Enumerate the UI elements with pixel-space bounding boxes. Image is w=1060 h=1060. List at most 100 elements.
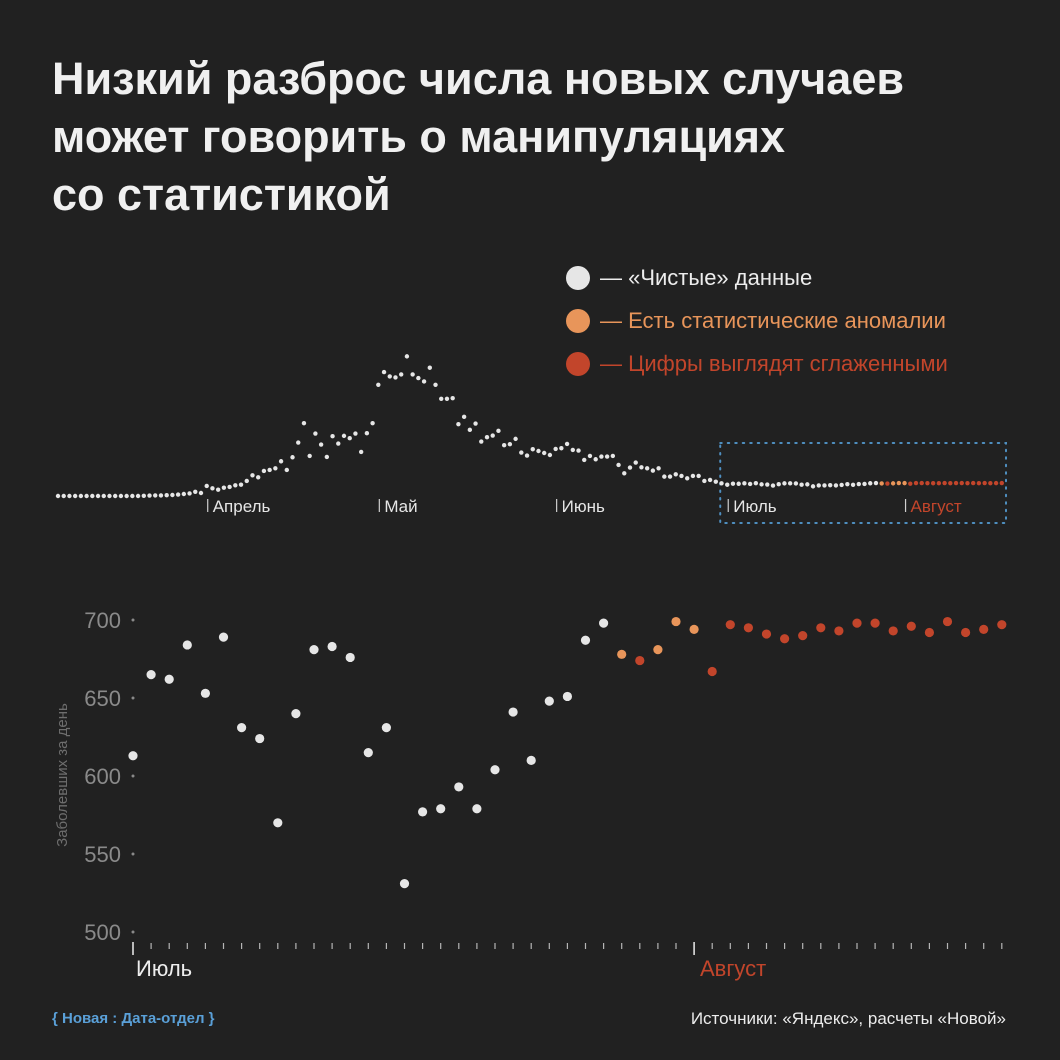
overview-point xyxy=(587,453,593,459)
sources-note: Источники: «Яндекс», расчеты «Новой» xyxy=(690,1009,1006,1028)
overview-point xyxy=(547,452,553,458)
overview-point xyxy=(913,480,919,486)
overview-point xyxy=(330,434,335,439)
x-month-label: Август xyxy=(700,956,766,981)
legend-label: — «Чистые» данные xyxy=(600,264,813,290)
overview-point xyxy=(793,481,799,486)
overview-point xyxy=(490,433,495,438)
title-line: Низкий разброс числа новых случаев xyxy=(52,53,905,104)
overview-point xyxy=(593,457,598,462)
overview-point xyxy=(925,480,930,486)
overview-point xyxy=(416,375,421,381)
overview-point xyxy=(336,441,341,446)
data-point xyxy=(888,626,898,636)
data-point xyxy=(273,818,283,828)
overview-point xyxy=(787,481,793,486)
data-point xyxy=(689,624,699,634)
overview-point xyxy=(221,485,227,490)
data-point xyxy=(128,751,138,761)
overview-point xyxy=(410,372,415,377)
overview-point xyxy=(427,365,432,370)
overview-point xyxy=(633,460,638,465)
overview-point xyxy=(564,441,570,447)
data-point xyxy=(255,733,265,744)
overview-point xyxy=(210,486,215,491)
overview-point xyxy=(187,491,192,496)
data-point xyxy=(237,723,247,733)
data-point xyxy=(671,616,681,627)
overview-point xyxy=(387,374,392,379)
overview-point xyxy=(433,382,438,387)
overview-point xyxy=(524,453,530,458)
overview-point xyxy=(153,493,158,498)
title-line: со статистикой xyxy=(52,169,391,220)
overview-point xyxy=(679,473,684,479)
overview-point xyxy=(376,382,381,387)
overview-point xyxy=(948,480,953,486)
overview-point xyxy=(627,465,633,470)
overview-point xyxy=(759,482,764,487)
overview-point xyxy=(896,480,902,486)
data-point xyxy=(816,623,826,633)
overview-point xyxy=(570,447,575,453)
overview-point xyxy=(501,443,507,448)
overview-point xyxy=(90,493,95,499)
overview-point xyxy=(919,480,924,486)
overview-point xyxy=(238,482,244,487)
data-point xyxy=(635,655,645,666)
data-point xyxy=(852,618,862,628)
data-point xyxy=(146,670,156,680)
y-axis-title: Заболевших за день xyxy=(54,703,71,847)
overview-point xyxy=(822,483,827,488)
overview-point xyxy=(999,480,1004,486)
data-point xyxy=(979,624,989,634)
overview-point xyxy=(78,493,84,499)
legend: — «Чистые» данные — Есть статистические … xyxy=(566,256,948,385)
data-point xyxy=(580,635,591,645)
overview-point xyxy=(953,480,959,486)
overview-point xyxy=(782,481,787,486)
overview-point xyxy=(164,493,169,498)
month-label: Апрель xyxy=(213,497,271,516)
overview-point xyxy=(725,482,730,487)
overview-point xyxy=(816,483,821,488)
overview-point xyxy=(313,431,318,436)
overview-point xyxy=(673,472,678,477)
overview-point xyxy=(976,480,982,486)
overview-point xyxy=(707,477,713,483)
legend-label: — Есть статистические аномалии xyxy=(600,307,946,333)
overview-point xyxy=(107,493,112,499)
legend-dot-icon xyxy=(566,265,590,290)
data-point xyxy=(418,807,428,817)
overview-point xyxy=(84,493,89,499)
month-label: Май xyxy=(384,497,417,516)
overview-point xyxy=(810,484,816,489)
overview-point xyxy=(484,435,490,440)
overview-point xyxy=(742,481,747,486)
data-point xyxy=(834,626,844,636)
overview-point xyxy=(622,471,627,476)
overview-point xyxy=(879,481,884,486)
overview-point xyxy=(890,481,896,486)
overview-point xyxy=(902,480,907,486)
overview-point xyxy=(273,466,278,471)
overview-point xyxy=(439,396,444,401)
overview-point xyxy=(599,454,604,459)
overview-point xyxy=(942,480,947,486)
overview-point xyxy=(118,493,124,499)
overview-point xyxy=(290,455,295,460)
overview-point xyxy=(473,421,478,426)
overview-point xyxy=(685,476,690,481)
overview-point xyxy=(267,467,272,473)
overview-point xyxy=(639,465,644,470)
overview-point xyxy=(930,481,936,486)
legend-item-smoothed: — Цифры выглядят сглаженными xyxy=(566,342,948,385)
data-point xyxy=(182,640,192,650)
overview-point xyxy=(765,482,770,487)
overview-point xyxy=(908,481,913,486)
overview-point xyxy=(828,482,833,488)
overview-point xyxy=(318,442,324,447)
overview-point xyxy=(444,396,450,401)
data-point xyxy=(961,627,971,638)
overview-point xyxy=(513,436,518,442)
